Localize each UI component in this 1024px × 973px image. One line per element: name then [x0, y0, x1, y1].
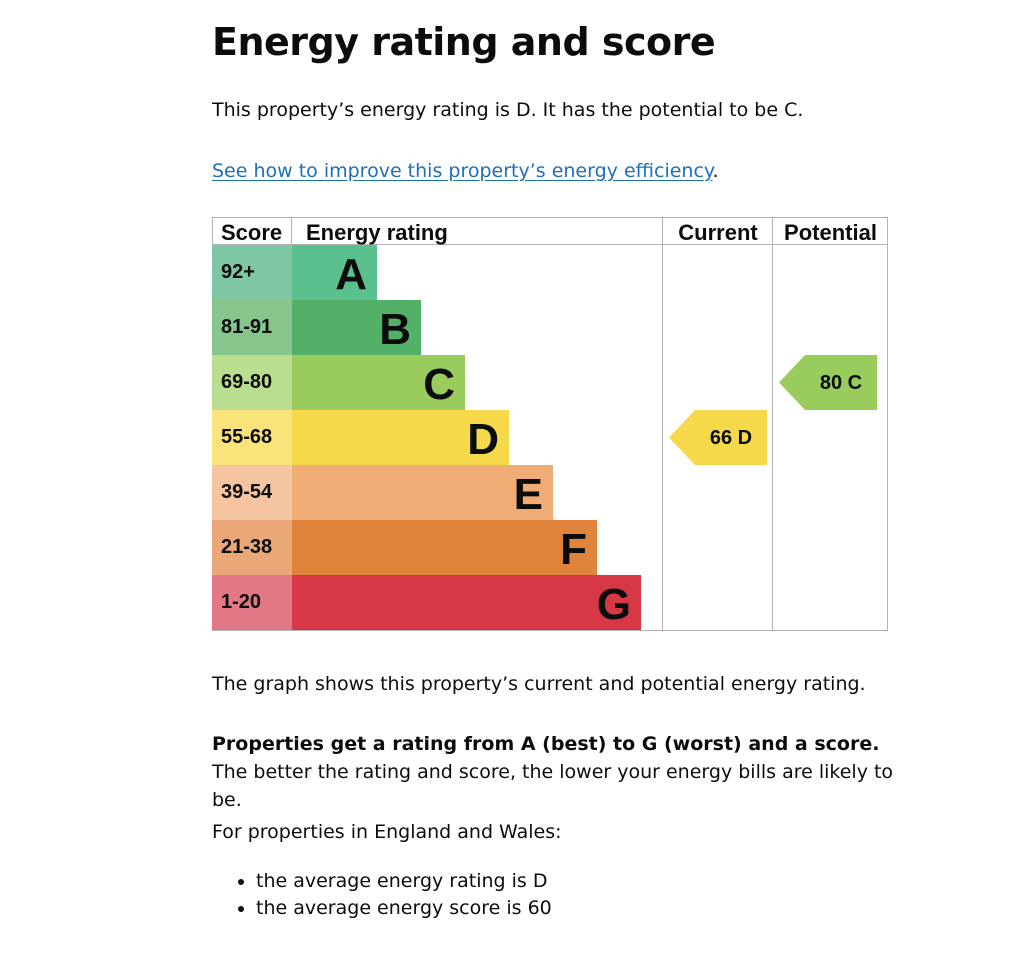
- score-cell-d: [212, 410, 292, 465]
- potential-arrow: [779, 355, 877, 410]
- list-item: the average energy score is 60: [256, 895, 552, 922]
- current-arrow: [669, 410, 767, 465]
- energy-rating-header: Energy rating: [306, 220, 448, 245]
- rating-summary: This property’s energy rating is D. It h…: [212, 99, 804, 121]
- score-label-e: 39-54: [221, 481, 273, 503]
- averages-list: the average energy rating is D the avera…: [212, 868, 552, 922]
- score-cell-c: [212, 355, 292, 410]
- rating-letter-f: F: [560, 525, 587, 574]
- score-label-a: 92+: [221, 261, 255, 283]
- score-header: Score: [221, 220, 282, 245]
- rating-letter-a: A: [335, 250, 367, 299]
- rating-letter-e: E: [514, 470, 543, 519]
- rating-letter-b: B: [379, 305, 411, 354]
- page-title: Energy rating and score: [212, 20, 716, 64]
- rating-letter-d: D: [467, 415, 499, 464]
- rating-bar-c: [292, 355, 465, 410]
- rating-bar-f: [292, 520, 597, 575]
- rating-explanation: Properties get a rating from A (best) to…: [212, 730, 902, 814]
- potential-rating-label: 80 C: [820, 372, 862, 394]
- rating-bar-g: [292, 575, 641, 630]
- rating-bar-a: [292, 245, 377, 300]
- improve-link-line: See how to improve this property’s energ…: [212, 157, 719, 185]
- score-label-d: 55-68: [221, 426, 272, 448]
- score-label-f: 21-38: [221, 536, 272, 558]
- rating-letter-g: G: [597, 580, 631, 629]
- score-cell-f: [212, 520, 292, 575]
- current-rating-label: 66 D: [710, 427, 752, 449]
- list-item: the average energy rating is D: [256, 868, 552, 895]
- rating-explanation-rest: The better the rating and score, the low…: [212, 761, 894, 811]
- link-suffix: .: [712, 160, 719, 182]
- score-cell-b: [212, 300, 292, 355]
- score-label-b: 81-91: [221, 316, 272, 338]
- score-cell-a: [212, 245, 292, 300]
- improve-efficiency-link[interactable]: See how to improve this property’s energ…: [212, 160, 713, 182]
- score-cell-g: [212, 575, 292, 630]
- energy-rating-chart: Score Energy rating Current Potential 92+ A 81…: [212, 217, 888, 631]
- rating-bar-d: [292, 410, 509, 465]
- score-label-g: 1-20: [221, 591, 261, 613]
- energy-rating-graph: Score Energy rating Current Potential 92+ A 81…: [212, 217, 888, 631]
- rating-explanation-bold: Properties get a rating from A (best) to…: [212, 733, 880, 755]
- score-label-c: 69-80: [221, 371, 272, 393]
- region-intro: For properties in England and Wales:: [212, 821, 562, 843]
- rating-bar-e: [292, 465, 553, 520]
- score-cell-e: [212, 465, 292, 520]
- potential-header: Potential: [784, 220, 877, 245]
- graph-caption: The graph shows this property’s current …: [212, 673, 866, 695]
- rating-letter-c: C: [423, 360, 455, 409]
- rating-bar-b: [292, 300, 421, 355]
- current-header: Current: [678, 220, 758, 245]
